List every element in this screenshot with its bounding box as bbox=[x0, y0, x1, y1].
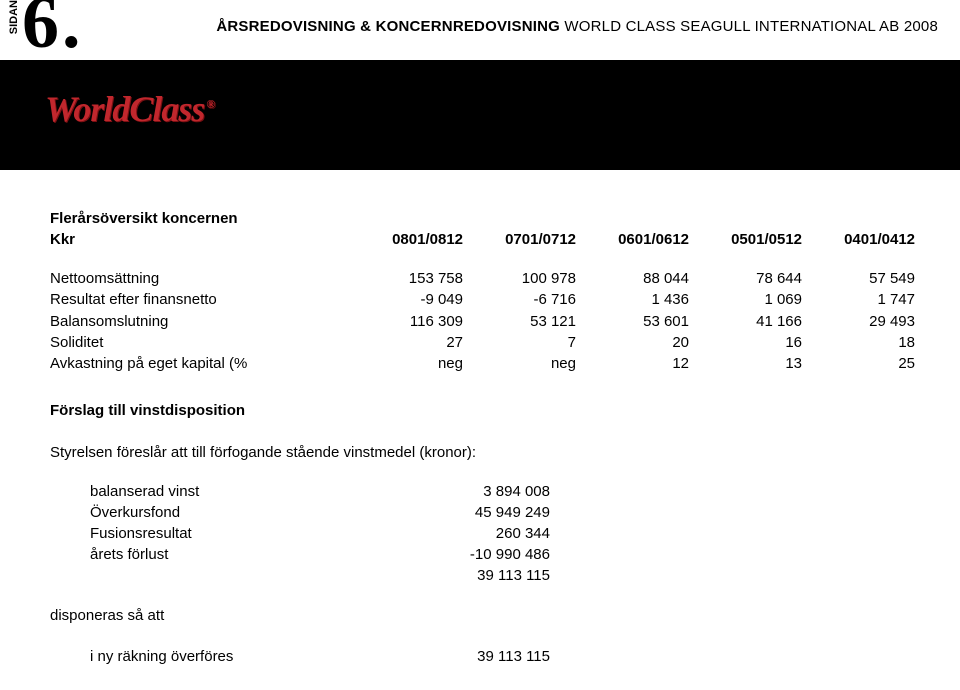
table-row: Överkursfond 45 949 249 bbox=[50, 502, 550, 523]
cell: 1 747 bbox=[802, 289, 915, 310]
table-row: balanserad vinst 3 894 008 bbox=[50, 481, 550, 502]
cell: 78 644 bbox=[689, 268, 802, 289]
row-label: Överkursfond bbox=[50, 502, 390, 523]
sidan-label: SIDAN bbox=[8, 0, 20, 34]
cell: neg bbox=[463, 353, 576, 374]
overview-table: Kkr 0801/0812 0701/0712 0601/0612 0501/0… bbox=[50, 229, 915, 374]
row-value: 39 113 115 bbox=[390, 565, 550, 586]
table-row: Resultat efter finansnetto -9 049 -6 716… bbox=[50, 289, 915, 310]
cell: neg bbox=[350, 353, 463, 374]
cell: 57 549 bbox=[802, 268, 915, 289]
table-row: i ny räkning överföres 39 113 115 bbox=[50, 646, 550, 667]
cell: 53 601 bbox=[576, 311, 689, 332]
row-label: årets förlust bbox=[50, 544, 390, 565]
table-row: årets förlust -10 990 486 bbox=[50, 544, 550, 565]
cell: 7 bbox=[463, 332, 576, 353]
disposition-table: balanserad vinst 3 894 008 Överkursfond … bbox=[50, 481, 550, 587]
cell: 20 bbox=[576, 332, 689, 353]
row-value: 260 344 bbox=[390, 523, 550, 544]
cell: 100 978 bbox=[463, 268, 576, 289]
disposition-title: Förslag till vinstdisposition bbox=[50, 402, 915, 419]
cell: 25 bbox=[802, 353, 915, 374]
row-value: 3 894 008 bbox=[390, 481, 550, 502]
brand-logo-registered: ® bbox=[204, 97, 214, 111]
row-label: Balansomslutning bbox=[50, 311, 350, 332]
table-header-label: Kkr bbox=[50, 229, 350, 250]
period-col: 0601/0612 bbox=[576, 229, 689, 250]
row-value: 45 949 249 bbox=[390, 502, 550, 523]
cell: -9 049 bbox=[350, 289, 463, 310]
brand-logo: WorldClass® bbox=[45, 88, 214, 130]
cell: 29 493 bbox=[802, 311, 915, 332]
table-header-row: Kkr 0801/0812 0701/0712 0601/0612 0501/0… bbox=[50, 229, 915, 250]
row-label bbox=[50, 565, 390, 586]
cell: 13 bbox=[689, 353, 802, 374]
cell: 12 bbox=[576, 353, 689, 374]
brand-logo-text: WorldClass bbox=[45, 89, 204, 129]
cell: 1 069 bbox=[689, 289, 802, 310]
overview-title: Flerårsöversikt koncernen bbox=[50, 210, 915, 227]
row-label: Avkastning på eget kapital (% bbox=[50, 353, 350, 374]
row-label: balanserad vinst bbox=[50, 481, 390, 502]
cell: 88 044 bbox=[576, 268, 689, 289]
row-label: i ny räkning överföres bbox=[50, 646, 390, 667]
row-label: Fusionsresultat bbox=[50, 523, 390, 544]
page-number-dot: . bbox=[62, 0, 81, 60]
table-row: Nettoomsättning 153 758 100 978 88 044 7… bbox=[50, 268, 915, 289]
cell: 27 bbox=[350, 332, 463, 353]
table-row: Soliditet 27 7 20 16 18 bbox=[50, 332, 915, 353]
content-area: Flerårsöversikt koncernen Kkr 0801/0812 … bbox=[50, 210, 915, 667]
carry-table: i ny räkning överföres 39 113 115 bbox=[50, 646, 550, 667]
cell: 16 bbox=[689, 332, 802, 353]
gap-row bbox=[50, 250, 915, 268]
table-row: Balansomslutning 116 309 53 121 53 601 4… bbox=[50, 311, 915, 332]
row-value: -10 990 486 bbox=[390, 544, 550, 565]
row-value: 39 113 115 bbox=[390, 646, 550, 667]
cell: 1 436 bbox=[576, 289, 689, 310]
cell: 116 309 bbox=[350, 311, 463, 332]
period-col: 0801/0812 bbox=[350, 229, 463, 250]
disposition-intro: Styrelsen föreslår att till förfogande s… bbox=[50, 443, 915, 463]
cell: 53 121 bbox=[463, 311, 576, 332]
page-number: 6 bbox=[22, 0, 59, 60]
table-row: 39 113 115 bbox=[50, 565, 550, 586]
header-caption-bold: ÅRSREDOVISNING & KONCERNREDOVISNING bbox=[216, 18, 560, 35]
row-label: Nettoomsättning bbox=[50, 268, 350, 289]
cell: -6 716 bbox=[463, 289, 576, 310]
table-row: Fusionsresultat 260 344 bbox=[50, 523, 550, 544]
disposition-line: disponeras så att bbox=[50, 607, 915, 624]
cell: 41 166 bbox=[689, 311, 802, 332]
row-label: Resultat efter finansnetto bbox=[50, 289, 350, 310]
cell: 153 758 bbox=[350, 268, 463, 289]
table-row: Avkastning på eget kapital (% neg neg 12… bbox=[50, 353, 915, 374]
header-band: WorldClass® bbox=[0, 60, 960, 170]
row-label: Soliditet bbox=[50, 332, 350, 353]
header-caption-rest: WORLD CLASS SEAGULL INTERNATIONAL AB 200… bbox=[560, 18, 938, 35]
cell: 18 bbox=[802, 332, 915, 353]
header-caption: ÅRSREDOVISNING & KONCERNREDOVISNING WORL… bbox=[216, 18, 938, 35]
period-col: 0501/0512 bbox=[689, 229, 802, 250]
period-col: 0401/0412 bbox=[802, 229, 915, 250]
period-col: 0701/0712 bbox=[463, 229, 576, 250]
